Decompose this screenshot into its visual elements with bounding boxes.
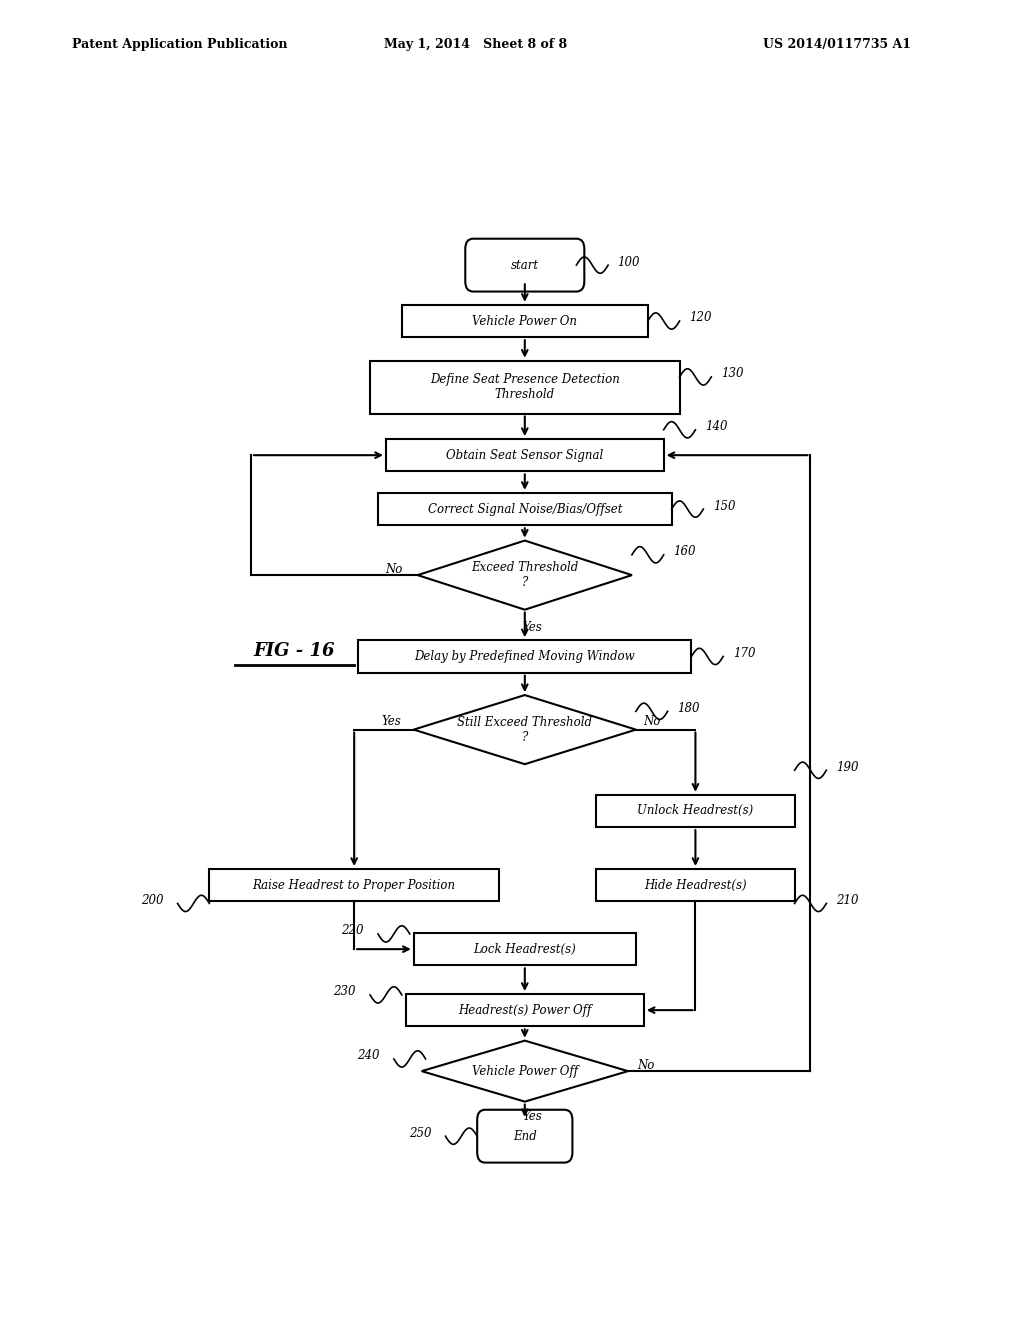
Text: Vehicle Power On: Vehicle Power On — [472, 314, 578, 327]
Text: 180: 180 — [677, 702, 699, 714]
FancyBboxPatch shape — [465, 239, 585, 292]
Text: 250: 250 — [409, 1127, 431, 1139]
Text: Patent Application Publication: Patent Application Publication — [72, 38, 287, 51]
Text: End: End — [513, 1130, 537, 1143]
Text: 170: 170 — [733, 647, 756, 660]
FancyBboxPatch shape — [477, 1110, 572, 1163]
Text: 240: 240 — [357, 1049, 380, 1063]
Text: 210: 210 — [836, 894, 858, 907]
Text: Still Exceed Threshold
?: Still Exceed Threshold ? — [458, 715, 592, 743]
Text: Raise Headrest to Proper Position: Raise Headrest to Proper Position — [253, 879, 456, 891]
Text: 220: 220 — [341, 924, 364, 937]
Bar — [596, 869, 795, 902]
Text: No: No — [637, 1059, 654, 1072]
Polygon shape — [422, 1040, 628, 1102]
Text: Unlock Headrest(s): Unlock Headrest(s) — [637, 804, 754, 817]
Text: Hide Headrest(s): Hide Headrest(s) — [644, 879, 746, 891]
Text: 130: 130 — [721, 367, 743, 380]
Text: No: No — [643, 715, 660, 729]
Text: Yes: Yes — [523, 622, 543, 635]
Text: Yes: Yes — [523, 1110, 543, 1123]
Bar — [358, 640, 691, 673]
Text: May 1, 2014   Sheet 8 of 8: May 1, 2014 Sheet 8 of 8 — [384, 38, 567, 51]
Text: US 2014/0117735 A1: US 2014/0117735 A1 — [763, 38, 911, 51]
Text: Vehicle Power Off: Vehicle Power Off — [472, 1065, 578, 1077]
Text: 230: 230 — [333, 985, 355, 998]
Text: Correct Signal Noise/Bias/Offset: Correct Signal Noise/Bias/Offset — [428, 503, 622, 516]
Polygon shape — [414, 696, 636, 764]
Text: 100: 100 — [617, 256, 640, 268]
Bar — [401, 305, 648, 338]
Bar — [209, 869, 499, 902]
Text: Lock Headrest(s): Lock Headrest(s) — [473, 942, 577, 956]
Polygon shape — [418, 541, 632, 610]
Text: Delay by Predefined Moving Window: Delay by Predefined Moving Window — [415, 649, 635, 663]
Text: Obtain Seat Sensor Signal: Obtain Seat Sensor Signal — [446, 449, 603, 462]
Bar — [414, 933, 636, 965]
Text: Headrest(s) Power Off: Headrest(s) Power Off — [458, 1003, 592, 1016]
Text: FIG - 16: FIG - 16 — [254, 643, 336, 660]
Bar — [370, 360, 680, 413]
Text: 140: 140 — [705, 420, 727, 433]
Text: start: start — [511, 259, 539, 272]
Text: 200: 200 — [141, 894, 163, 907]
Text: 120: 120 — [689, 312, 712, 325]
Bar — [378, 492, 672, 525]
Bar — [596, 795, 795, 828]
Text: 160: 160 — [673, 545, 695, 558]
Text: 190: 190 — [836, 760, 858, 774]
Text: Yes: Yes — [382, 715, 401, 729]
Bar — [386, 440, 664, 471]
Bar — [406, 994, 644, 1027]
Text: Define Seat Presence Detection
Threshold: Define Seat Presence Detection Threshold — [430, 374, 620, 401]
Text: No: No — [385, 562, 402, 576]
Text: Exceed Threshold
?: Exceed Threshold ? — [471, 561, 579, 589]
Text: 150: 150 — [713, 499, 735, 512]
